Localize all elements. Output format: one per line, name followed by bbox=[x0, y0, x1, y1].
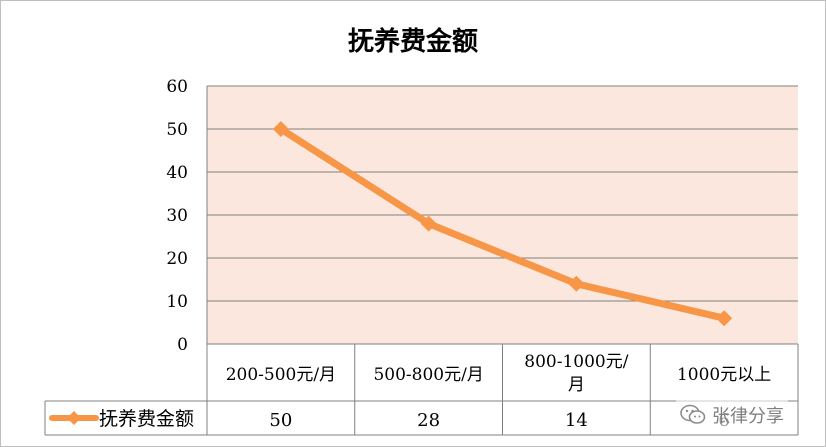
y-tick-label: 40 bbox=[166, 163, 188, 183]
table-value: 50 bbox=[269, 410, 292, 431]
data-point bbox=[420, 215, 437, 232]
y-tick-label: 20 bbox=[166, 249, 188, 269]
x-category-label: 800-1000元/月 bbox=[524, 352, 628, 395]
legend-entry: 抚养费金额 bbox=[49, 408, 194, 430]
series-line bbox=[277, 125, 728, 322]
wechat-icon bbox=[680, 404, 706, 424]
data-point bbox=[568, 275, 585, 292]
table-value: 28 bbox=[417, 410, 440, 431]
y-tick-label: 10 bbox=[166, 292, 188, 312]
x-category-label-line: 800-1000元/ bbox=[524, 352, 628, 372]
y-tick-label: 60 bbox=[166, 77, 188, 97]
y-tick-label: 0 bbox=[177, 335, 188, 355]
x-category-label-line: 月 bbox=[568, 375, 585, 395]
legend-label: 抚养费金额 bbox=[99, 408, 194, 430]
x-category-label: 200-500元/月 bbox=[226, 365, 336, 385]
series-layer bbox=[272, 121, 733, 327]
watermark: 张律分享 bbox=[676, 400, 788, 430]
data-point bbox=[272, 121, 289, 137]
gridlines bbox=[206, 85, 798, 435]
watermark-text: 张律分享 bbox=[712, 406, 784, 427]
y-tick-label: 30 bbox=[166, 206, 188, 226]
x-category-label: 1000元以上 bbox=[677, 365, 771, 385]
y-tick-label: 50 bbox=[166, 120, 188, 140]
table-value: 14 bbox=[565, 410, 588, 431]
x-category-label: 500-800元/月 bbox=[373, 365, 483, 385]
chart-title: 抚养费金额 bbox=[348, 26, 478, 57]
y-axis-tick-labels: 0 10 20 30 40 50 60 bbox=[166, 77, 188, 355]
legend-marker bbox=[67, 411, 81, 425]
data-table: 200-500元/月 500-800元/月 800-1000元/月 1000元以上抚养… bbox=[44, 343, 799, 436]
data-point bbox=[716, 310, 733, 327]
